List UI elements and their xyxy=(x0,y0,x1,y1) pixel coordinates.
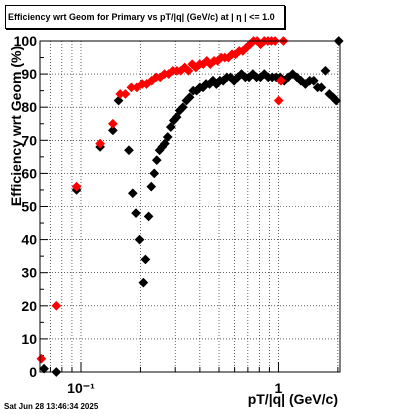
y-axis-title: Efficiency wrt Geom (%) xyxy=(8,45,24,207)
data-point xyxy=(113,95,124,106)
y-tick-label: 20 xyxy=(21,298,37,314)
data-point xyxy=(36,353,47,364)
data-point xyxy=(140,254,151,265)
data-point xyxy=(51,300,62,311)
data-point xyxy=(107,118,118,129)
y-tick-label: 70 xyxy=(21,132,37,148)
data-point xyxy=(134,234,145,245)
data-point xyxy=(124,145,134,156)
data-point xyxy=(143,211,154,222)
data-point xyxy=(177,102,188,113)
timestamp: Sat Jun 28 13:46:34 2025 xyxy=(4,402,99,411)
data-point xyxy=(320,65,331,76)
data-point xyxy=(308,75,319,86)
data-point xyxy=(276,75,286,86)
y-tick-label: 80 xyxy=(21,99,37,115)
data-point xyxy=(131,208,141,219)
data-point xyxy=(149,168,160,179)
y-tick-label: 0 xyxy=(29,364,37,380)
y-tick-label: 90 xyxy=(21,66,37,82)
y-tick-label: 60 xyxy=(21,165,37,181)
y-tick-label: 40 xyxy=(21,232,37,248)
data-point xyxy=(127,188,138,199)
data-point xyxy=(187,59,198,70)
chart-title: Efficiency wrt Geom for Primary vs pT/|q… xyxy=(8,12,275,22)
axis-ticks: 0 10 20 30 40 50 60 70 80 90 100 10⁻¹ 1 xyxy=(14,33,339,396)
data-point xyxy=(120,89,131,99)
data-point xyxy=(146,181,157,192)
y-tick-label: 10 xyxy=(21,331,37,347)
series-black xyxy=(39,36,344,377)
y-tick-label: 30 xyxy=(21,265,37,281)
data-point xyxy=(295,75,306,86)
series-red xyxy=(36,36,289,364)
plot-frame xyxy=(39,40,341,373)
data-point xyxy=(331,95,342,106)
data-point xyxy=(107,125,118,136)
data-point xyxy=(39,363,50,374)
data-point xyxy=(71,181,82,192)
y-tick-label: 50 xyxy=(21,199,37,215)
x-tick-label: 10⁻¹ xyxy=(67,380,95,396)
data-point xyxy=(273,95,284,106)
data-point xyxy=(162,132,173,142)
data-point xyxy=(171,112,182,123)
data-point xyxy=(183,65,194,76)
data-point xyxy=(287,69,298,80)
data-series xyxy=(36,36,344,377)
data-point xyxy=(165,122,176,133)
grid-lines xyxy=(40,41,340,372)
data-point xyxy=(95,138,106,149)
title-box: Efficiency wrt Geom for Primary vs pT/|q… xyxy=(5,5,285,29)
data-point xyxy=(138,277,149,288)
x-tick-label: 1 xyxy=(275,380,283,396)
data-point xyxy=(184,92,195,103)
data-point xyxy=(324,89,335,99)
x-axis-title: pT/|q| (GeV/c) xyxy=(247,391,338,407)
data-point xyxy=(316,82,327,93)
data-point xyxy=(151,155,162,166)
y-tick-label: 100 xyxy=(14,33,38,49)
